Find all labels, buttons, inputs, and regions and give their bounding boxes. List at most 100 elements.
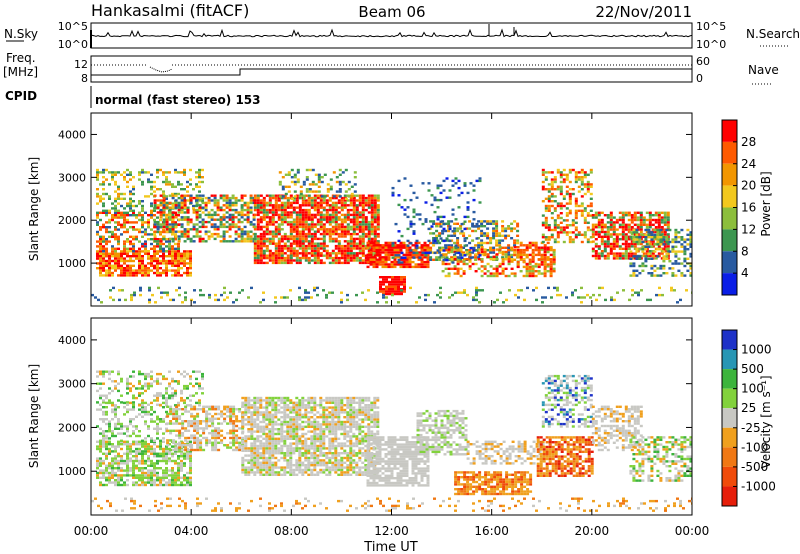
range-gate-cell bbox=[165, 171, 168, 174]
range-gate-cell bbox=[325, 208, 329, 212]
range-gate-cell bbox=[340, 249, 344, 253]
range-gate-cell bbox=[132, 432, 135, 435]
range-gate-cell bbox=[102, 430, 105, 433]
range-gate-cell bbox=[546, 270, 550, 273]
range-gate-cell bbox=[168, 247, 171, 250]
range-gate-cell bbox=[117, 443, 120, 446]
range-gate-cell bbox=[153, 259, 156, 263]
range-gate-cell bbox=[453, 227, 457, 230]
range-gate-cell bbox=[171, 220, 175, 224]
range-gate-cell bbox=[603, 235, 607, 238]
range-gate-cell bbox=[328, 196, 332, 200]
range-gate-cell bbox=[102, 209, 105, 212]
range-gate-cell bbox=[338, 190, 342, 193]
range-gate-cell bbox=[547, 188, 551, 191]
range-gate-cell bbox=[162, 204, 166, 207]
range-gate-cell bbox=[340, 256, 344, 260]
range-gate-cell bbox=[355, 211, 359, 214]
range-gate-cell bbox=[463, 244, 467, 247]
range-gate-cell bbox=[568, 238, 572, 241]
range-gate-cell bbox=[271, 194, 275, 197]
range-gate-cell bbox=[635, 269, 639, 272]
range-gate-cell bbox=[150, 445, 153, 448]
range-gate-cell bbox=[384, 258, 388, 261]
range-gate-cell bbox=[448, 227, 452, 231]
range-gate-cell bbox=[621, 230, 625, 234]
range-gate-cell bbox=[210, 225, 214, 229]
range-gate-cell bbox=[183, 271, 186, 275]
range-gate-cell bbox=[376, 194, 380, 197]
range-gate-cell bbox=[600, 238, 604, 241]
range-gate-cell bbox=[462, 272, 466, 275]
range-gate-cell bbox=[513, 274, 517, 278]
range-gate-cell bbox=[135, 238, 138, 241]
range-gate-cell bbox=[123, 230, 126, 234]
range-gate-cell bbox=[150, 204, 153, 208]
range-gate-cell bbox=[183, 173, 186, 176]
range-gate-cell bbox=[132, 467, 135, 470]
range-gate-cell bbox=[507, 225, 511, 228]
range-gate-cell bbox=[180, 188, 183, 191]
range-gate-cell bbox=[108, 450, 111, 453]
range-gate-cell bbox=[156, 380, 159, 383]
range-gate-cell bbox=[138, 382, 141, 385]
range-gate-cell bbox=[186, 216, 190, 219]
range-gate-cell bbox=[355, 256, 359, 260]
range-gate-cell bbox=[361, 201, 365, 205]
range-gate-cell bbox=[426, 253, 430, 257]
range-gate-cell bbox=[463, 237, 467, 240]
range-gate-cell bbox=[583, 171, 587, 174]
range-gate-cell bbox=[168, 230, 172, 233]
range-gate-cell bbox=[114, 455, 117, 458]
range-gate-cell bbox=[615, 252, 619, 255]
range-gate-cell bbox=[447, 220, 451, 223]
range-gate-cell bbox=[316, 256, 320, 260]
range-gate-cell bbox=[355, 247, 359, 250]
range-gate-cell bbox=[123, 483, 126, 487]
range-gate-cell bbox=[130, 293, 133, 297]
range-gate-cell bbox=[154, 301, 157, 304]
range-gate-cell bbox=[403, 278, 406, 281]
range-gate-cell bbox=[316, 249, 320, 253]
range-gate-cell bbox=[601, 286, 604, 290]
range-gate-cell bbox=[186, 194, 190, 197]
range-gate-cell bbox=[531, 244, 535, 247]
range-gate-cell bbox=[343, 259, 347, 262]
range-gate-cell bbox=[96, 375, 99, 378]
range-gate-cell bbox=[501, 272, 505, 275]
range-gate-cell bbox=[180, 462, 183, 465]
range-gate-cell bbox=[274, 199, 278, 202]
range-gate-cell bbox=[165, 230, 169, 233]
range-gate-cell bbox=[111, 469, 114, 472]
range-gate-cell bbox=[189, 483, 192, 487]
range-gate-cell bbox=[586, 214, 590, 217]
range-gate-cell bbox=[165, 462, 168, 465]
range-gate-cell bbox=[492, 232, 496, 235]
range-gate-cell bbox=[298, 196, 302, 200]
range-gate-cell bbox=[468, 241, 472, 245]
range-gate-cell bbox=[162, 180, 165, 184]
range-gate-cell bbox=[126, 259, 129, 263]
range-gate-cell bbox=[99, 439, 102, 442]
range-gate-cell bbox=[295, 216, 299, 219]
range-gate-cell bbox=[108, 462, 111, 465]
range-gate-cell bbox=[541, 221, 545, 224]
range-gate-cell bbox=[597, 233, 601, 236]
range-gate-cell bbox=[262, 201, 266, 205]
range-gate-cell bbox=[108, 255, 111, 258]
range-gate-cell bbox=[222, 218, 226, 221]
range-gate-cell bbox=[168, 225, 172, 229]
range-gate-cell bbox=[552, 260, 556, 264]
range-gate-cell bbox=[186, 218, 190, 221]
range-gate-cell bbox=[304, 211, 308, 214]
range-gate-cell bbox=[129, 264, 132, 267]
range-gate-cell bbox=[549, 246, 553, 249]
range-gate-cell bbox=[677, 240, 681, 244]
range-gate-cell bbox=[102, 452, 105, 455]
range-gate-cell bbox=[256, 247, 260, 250]
range-gate-cell bbox=[286, 199, 290, 202]
range-gate-cell bbox=[328, 230, 332, 233]
range-gate-cell bbox=[501, 270, 505, 273]
range-gate-cell bbox=[612, 257, 616, 260]
range-gate-cell bbox=[96, 408, 99, 411]
